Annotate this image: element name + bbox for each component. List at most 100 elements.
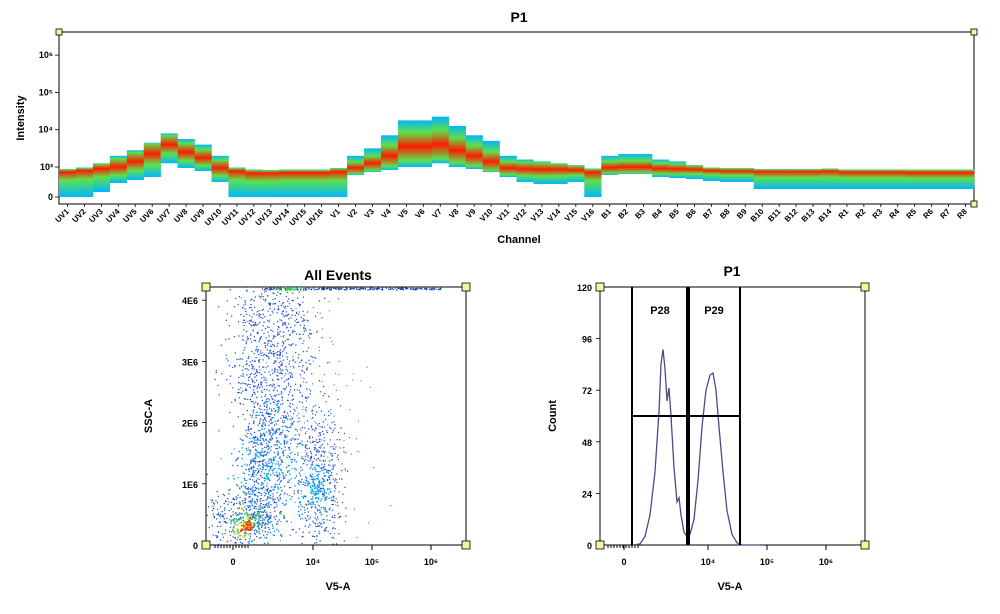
corner-handle[interactable] — [595, 540, 605, 550]
spectrum-x-tick-label: UV14 — [271, 207, 292, 228]
scatter-point — [248, 430, 250, 432]
scatter-point — [277, 454, 279, 456]
scatter-point — [254, 524, 256, 526]
scatter-point — [253, 513, 255, 515]
scatter-point — [248, 423, 251, 425]
corner-handle[interactable] — [595, 282, 605, 292]
corner-handle[interactable] — [201, 282, 211, 292]
scatter-point — [318, 530, 320, 533]
scatter-point — [312, 356, 314, 358]
scatter-point — [301, 542, 303, 545]
scatter-point — [327, 492, 330, 495]
corner-handle[interactable] — [860, 282, 870, 292]
scatter-point — [353, 508, 355, 510]
scatter-point — [264, 548, 265, 549]
scatter-point — [236, 530, 239, 533]
scatter-point — [291, 394, 294, 397]
scatter-point — [278, 433, 281, 435]
histogram-x-label: V5-A — [717, 581, 742, 593]
scatter-point — [225, 338, 227, 341]
scatter-point — [270, 517, 272, 519]
corner-handle[interactable] — [970, 28, 978, 36]
spectrum-x-tick-label: UV4 — [104, 207, 122, 225]
scatter-point — [401, 287, 403, 289]
scatter-point — [235, 498, 237, 501]
scatter-point — [218, 531, 220, 534]
scatter-point — [277, 334, 279, 336]
corner-handle[interactable] — [860, 540, 870, 550]
corner-handle[interactable] — [970, 200, 978, 208]
spectrum-channel-band — [482, 140, 500, 172]
scatter-point — [322, 466, 325, 469]
scatter-point — [264, 527, 267, 530]
spectrum-channel-band — [923, 169, 941, 189]
scatter-point — [237, 416, 239, 418]
scatter-point — [270, 421, 273, 424]
scatter-point — [267, 440, 270, 443]
scatter-point — [309, 393, 312, 395]
scatter-point — [218, 430, 220, 432]
scatter-point — [329, 478, 331, 480]
scatter-point — [286, 370, 289, 372]
scatter-point — [234, 537, 236, 540]
scatter-point — [319, 471, 321, 473]
spectrum-y-label: Intensity — [15, 95, 27, 141]
scatter-point — [284, 305, 287, 308]
scatter-point — [313, 467, 316, 469]
scatter-point — [247, 432, 249, 435]
scatter-point — [274, 456, 277, 458]
scatter-point — [268, 462, 270, 465]
scatter-point — [206, 348, 207, 349]
scatter-point — [339, 447, 341, 449]
corner-handle[interactable] — [461, 540, 471, 550]
scatter-point — [276, 394, 278, 396]
scatter-point — [297, 452, 299, 454]
scatter-point — [278, 472, 281, 475]
scatter-point — [212, 534, 214, 536]
corner-handle[interactable] — [201, 540, 211, 550]
scatter-point — [351, 288, 353, 290]
scatter-point — [424, 287, 426, 290]
scatter-point — [283, 516, 285, 518]
scatter-point — [273, 460, 275, 462]
spectrum-channel-band — [906, 169, 924, 189]
scatter-point — [312, 520, 314, 522]
scatter-point — [264, 345, 267, 347]
scatter-point — [332, 429, 335, 432]
scatter-point — [289, 386, 292, 388]
scatter-point — [282, 415, 284, 417]
corner-handle[interactable] — [461, 282, 471, 292]
scatter-point — [274, 432, 276, 434]
scatter-point — [295, 531, 297, 533]
scatter-point — [211, 509, 214, 512]
scatter-point — [265, 438, 267, 440]
scatter-point — [330, 340, 333, 343]
scatter-point — [248, 464, 251, 466]
scatter-point — [320, 514, 323, 516]
scatter-point — [228, 509, 230, 512]
spectrum-x-tick-label: B5 — [667, 207, 681, 221]
scatter-point — [299, 391, 301, 394]
scatter-point — [306, 464, 308, 466]
corner-handle[interactable] — [55, 28, 63, 36]
scatter-point — [299, 385, 302, 388]
scatter-point — [211, 501, 213, 503]
scatter-point — [278, 393, 280, 396]
scatter-point — [292, 437, 294, 439]
scatter-point — [280, 403, 282, 406]
scatter-point — [244, 308, 246, 310]
scatter-point — [259, 437, 262, 439]
scatter-point — [249, 334, 252, 336]
scatter-point — [294, 320, 296, 322]
scatter-point — [254, 372, 257, 375]
scatter-point — [303, 328, 305, 330]
scatter-point — [278, 333, 280, 335]
scatter-point — [291, 332, 293, 334]
scatter-point — [298, 528, 301, 530]
scatter-point — [329, 426, 331, 428]
scatter-point — [278, 309, 280, 311]
scatter-point — [249, 373, 251, 376]
scatter-point — [327, 469, 329, 472]
scatter-point — [256, 482, 258, 484]
scatter-point — [299, 305, 301, 307]
